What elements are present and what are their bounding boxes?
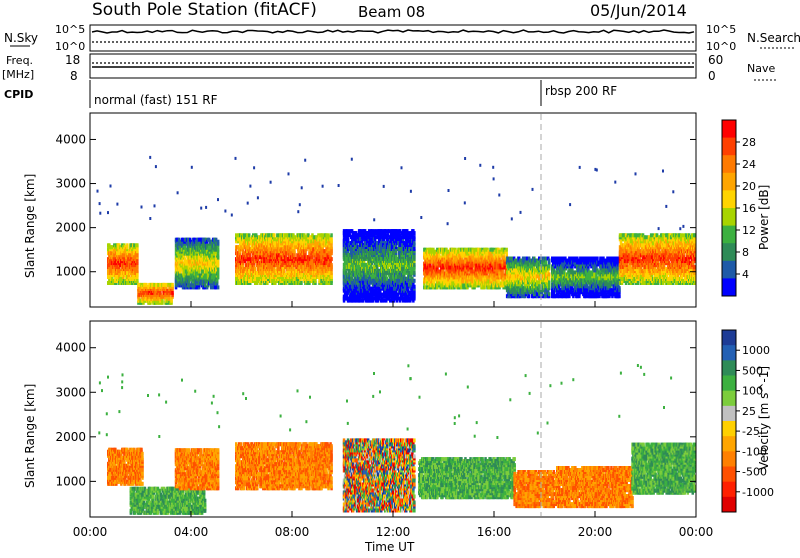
nave-tick-high: 60 <box>708 53 723 67</box>
power-cell <box>330 245 333 249</box>
beam-label: Beam 08 <box>358 3 425 21</box>
power-cell <box>248 233 251 237</box>
power-cell <box>254 267 257 271</box>
power-cell <box>347 237 350 241</box>
power-cell <box>217 248 220 252</box>
nave-label: Nave <box>747 62 775 75</box>
nsearch-tick-high: 10^5 <box>706 23 736 36</box>
power-cell <box>413 271 416 275</box>
power-cell <box>413 235 416 239</box>
nsky-label: N.Sky <box>4 31 38 45</box>
power-cell <box>413 285 416 289</box>
cpid-mode-normal: normal (fast) 151 RF <box>94 93 218 107</box>
power-cell <box>217 240 220 244</box>
freq-label: Freq. <box>6 54 33 67</box>
nsky-trace <box>92 30 694 33</box>
power-cell <box>283 269 286 273</box>
power-cell <box>217 272 220 276</box>
power-cell <box>136 243 139 247</box>
power-cell <box>136 261 139 265</box>
nsky-tick-high: 10^5 <box>55 23 85 36</box>
power-cell <box>413 263 416 267</box>
power-cell <box>293 249 296 253</box>
power-cell <box>300 281 303 285</box>
power-cell <box>273 233 276 237</box>
power-cell <box>136 269 139 273</box>
nsky-tick-low: 10^0 <box>55 40 85 53</box>
power-cell <box>413 241 416 245</box>
power-cell <box>217 268 220 272</box>
nave-tick-low: 0 <box>708 69 716 83</box>
power-cell <box>413 231 416 235</box>
power-cell <box>330 233 333 237</box>
station-title: South Pole Station (fitACF) <box>92 0 317 20</box>
nsearch-label: N.Search <box>747 31 800 45</box>
freq-tick-low: 8 <box>70 69 78 83</box>
power-cell <box>330 257 333 261</box>
power-cell <box>159 291 162 295</box>
power-cell <box>314 279 317 283</box>
cpid-label: CPID <box>4 88 33 101</box>
power-cell <box>171 283 174 287</box>
power-data <box>97 156 697 305</box>
freq-tick-high: 18 <box>65 53 80 67</box>
power-cell <box>330 237 333 241</box>
power-cell <box>217 285 220 289</box>
power-cell <box>171 291 174 295</box>
power-cell <box>217 254 220 258</box>
power-cell <box>330 263 333 267</box>
power-cell <box>330 271 333 275</box>
power-cell <box>126 243 129 247</box>
nsearch-tick-low: 10^0 <box>706 40 736 53</box>
cpid-panel: CPID normal (fast) 151 RF rbsp 200 RF <box>4 80 617 108</box>
power-cell <box>161 299 164 303</box>
power-cell <box>413 247 416 251</box>
freq-unit: [MHz] <box>2 68 34 81</box>
freq-panel: Freq. [MHz] 18 8 60 0 Nave <box>2 53 776 83</box>
power-cell <box>217 275 220 279</box>
power-cell <box>413 279 416 283</box>
power-cell <box>136 279 139 283</box>
date-label: 05/Jun/2014 <box>590 1 687 20</box>
power-cell <box>136 265 139 269</box>
cpid-mode-rbsp: rbsp 200 RF <box>545 84 617 98</box>
nsky-panel: N.Sky 10^5 10^0 10^5 10^0 N.Search <box>4 23 800 53</box>
